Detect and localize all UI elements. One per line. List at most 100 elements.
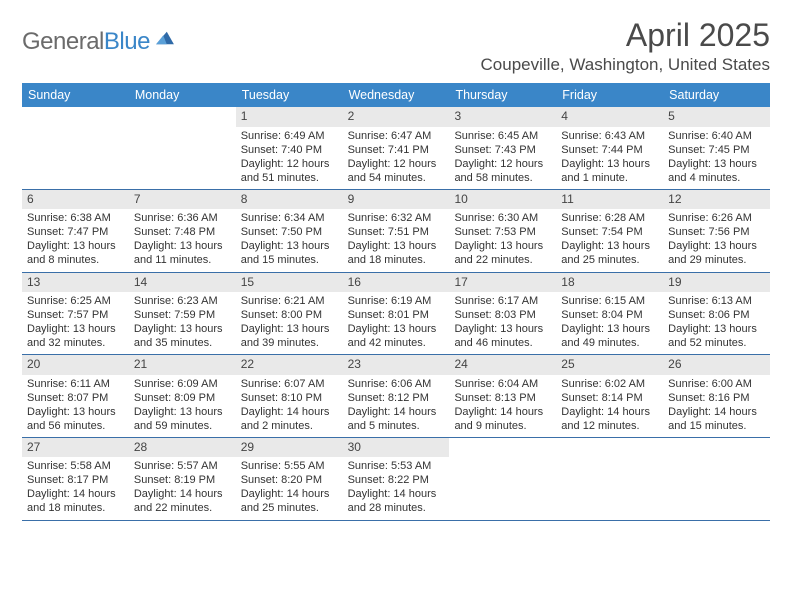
daylight-line: Daylight: 14 hours and 15 minutes.: [668, 405, 765, 433]
day-cell: 8Sunrise: 6:34 AMSunset: 7:50 PMDaylight…: [236, 190, 343, 272]
calendar-grid: SundayMondayTuesdayWednesdayThursdayFrid…: [22, 83, 770, 520]
day-number: 4: [556, 107, 663, 126]
sunrise-line: Sunrise: 6:25 AM: [27, 294, 124, 308]
day-cell: 26Sunrise: 6:00 AMSunset: 8:16 PMDayligh…: [663, 355, 770, 437]
sunrise-line: Sunrise: 5:58 AM: [27, 459, 124, 473]
sunrise-line: Sunrise: 6:38 AM: [27, 211, 124, 225]
weekday-header: Wednesday: [343, 83, 450, 107]
daylight-line: Daylight: 13 hours and 39 minutes.: [241, 322, 338, 350]
daylight-line: Daylight: 13 hours and 15 minutes.: [241, 239, 338, 267]
header: GeneralBlue April 2025 Coupeville, Washi…: [22, 18, 770, 75]
day-details: Sunrise: 6:17 AMSunset: 8:03 PMDaylight:…: [449, 292, 556, 354]
day-number: 27: [22, 438, 129, 457]
day-details: Sunrise: 6:19 AMSunset: 8:01 PMDaylight:…: [343, 292, 450, 354]
sunset-line: Sunset: 8:00 PM: [241, 308, 338, 322]
brand-sail-icon: [154, 30, 176, 46]
brand-part2: Blue: [104, 28, 150, 55]
day-number: 19: [663, 273, 770, 292]
day-details: Sunrise: 6:13 AMSunset: 8:06 PMDaylight:…: [663, 292, 770, 354]
daylight-line: Daylight: 14 hours and 12 minutes.: [561, 405, 658, 433]
day-cell: 9Sunrise: 6:32 AMSunset: 7:51 PMDaylight…: [343, 190, 450, 272]
daylight-line: Daylight: 13 hours and 1 minute.: [561, 157, 658, 185]
sunrise-line: Sunrise: 5:55 AM: [241, 459, 338, 473]
day-number: 16: [343, 273, 450, 292]
sunrise-line: Sunrise: 6:13 AM: [668, 294, 765, 308]
sunset-line: Sunset: 8:04 PM: [561, 308, 658, 322]
day-cell: 7Sunrise: 6:36 AMSunset: 7:48 PMDaylight…: [129, 190, 236, 272]
daylight-line: Daylight: 13 hours and 29 minutes.: [668, 239, 765, 267]
day-number: 15: [236, 273, 343, 292]
day-cell: 14Sunrise: 6:23 AMSunset: 7:59 PMDayligh…: [129, 273, 236, 355]
sunset-line: Sunset: 8:09 PM: [134, 391, 231, 405]
sunset-line: Sunset: 7:56 PM: [668, 225, 765, 239]
day-details: Sunrise: 6:09 AMSunset: 8:09 PMDaylight:…: [129, 375, 236, 437]
day-cell-empty: [449, 438, 556, 520]
week-row: 27Sunrise: 5:58 AMSunset: 8:17 PMDayligh…: [22, 438, 770, 521]
day-number: 25: [556, 355, 663, 374]
weekday-header: Monday: [129, 83, 236, 107]
sunrise-line: Sunrise: 6:32 AM: [348, 211, 445, 225]
sunset-line: Sunset: 8:12 PM: [348, 391, 445, 405]
sunset-line: Sunset: 8:01 PM: [348, 308, 445, 322]
sunrise-line: Sunrise: 6:09 AM: [134, 377, 231, 391]
sunset-line: Sunset: 8:03 PM: [454, 308, 551, 322]
sunrise-line: Sunrise: 6:02 AM: [561, 377, 658, 391]
day-number: 18: [556, 273, 663, 292]
sunrise-line: Sunrise: 6:00 AM: [668, 377, 765, 391]
day-cell: 13Sunrise: 6:25 AMSunset: 7:57 PMDayligh…: [22, 273, 129, 355]
day-details: Sunrise: 6:00 AMSunset: 8:16 PMDaylight:…: [663, 375, 770, 437]
day-cell: 4Sunrise: 6:43 AMSunset: 7:44 PMDaylight…: [556, 107, 663, 189]
sunset-line: Sunset: 7:50 PM: [241, 225, 338, 239]
daylight-line: Daylight: 13 hours and 4 minutes.: [668, 157, 765, 185]
sunrise-line: Sunrise: 6:49 AM: [241, 129, 338, 143]
sunrise-line: Sunrise: 6:43 AM: [561, 129, 658, 143]
daylight-line: Daylight: 13 hours and 49 minutes.: [561, 322, 658, 350]
week-row: 13Sunrise: 6:25 AMSunset: 7:57 PMDayligh…: [22, 273, 770, 356]
calendar-page: GeneralBlue April 2025 Coupeville, Washi…: [0, 0, 792, 539]
daylight-line: Daylight: 13 hours and 35 minutes.: [134, 322, 231, 350]
day-cell: 10Sunrise: 6:30 AMSunset: 7:53 PMDayligh…: [449, 190, 556, 272]
day-details: Sunrise: 6:25 AMSunset: 7:57 PMDaylight:…: [22, 292, 129, 354]
brand-logo: GeneralBlue: [22, 18, 176, 56]
day-details: Sunrise: 6:26 AMSunset: 7:56 PMDaylight:…: [663, 209, 770, 271]
day-cell: 24Sunrise: 6:04 AMSunset: 8:13 PMDayligh…: [449, 355, 556, 437]
sunset-line: Sunset: 7:59 PM: [134, 308, 231, 322]
sunrise-line: Sunrise: 6:17 AM: [454, 294, 551, 308]
daylight-line: Daylight: 14 hours and 18 minutes.: [27, 487, 124, 515]
sunrise-line: Sunrise: 6:28 AM: [561, 211, 658, 225]
daylight-line: Daylight: 13 hours and 42 minutes.: [348, 322, 445, 350]
day-cell: 17Sunrise: 6:17 AMSunset: 8:03 PMDayligh…: [449, 273, 556, 355]
day-details: Sunrise: 6:45 AMSunset: 7:43 PMDaylight:…: [449, 127, 556, 189]
daylight-line: Daylight: 13 hours and 18 minutes.: [348, 239, 445, 267]
day-details: Sunrise: 6:07 AMSunset: 8:10 PMDaylight:…: [236, 375, 343, 437]
day-cell: 21Sunrise: 6:09 AMSunset: 8:09 PMDayligh…: [129, 355, 236, 437]
month-title: April 2025: [481, 18, 770, 53]
daylight-line: Daylight: 14 hours and 22 minutes.: [134, 487, 231, 515]
day-cell-empty: [129, 107, 236, 189]
sunrise-line: Sunrise: 6:30 AM: [454, 211, 551, 225]
weekday-header: Sunday: [22, 83, 129, 107]
day-number: 26: [663, 355, 770, 374]
week-row: 1Sunrise: 6:49 AMSunset: 7:40 PMDaylight…: [22, 107, 770, 190]
sunrise-line: Sunrise: 6:47 AM: [348, 129, 445, 143]
day-details: Sunrise: 6:43 AMSunset: 7:44 PMDaylight:…: [556, 127, 663, 189]
day-details: Sunrise: 6:06 AMSunset: 8:12 PMDaylight:…: [343, 375, 450, 437]
day-details: Sunrise: 5:57 AMSunset: 8:19 PMDaylight:…: [129, 457, 236, 519]
day-number: 10: [449, 190, 556, 209]
daylight-line: Daylight: 12 hours and 54 minutes.: [348, 157, 445, 185]
day-details: Sunrise: 6:28 AMSunset: 7:54 PMDaylight:…: [556, 209, 663, 271]
daylight-line: Daylight: 12 hours and 58 minutes.: [454, 157, 551, 185]
day-cell: 28Sunrise: 5:57 AMSunset: 8:19 PMDayligh…: [129, 438, 236, 520]
daylight-line: Daylight: 13 hours and 32 minutes.: [27, 322, 124, 350]
day-number: 3: [449, 107, 556, 126]
day-cell: 1Sunrise: 6:49 AMSunset: 7:40 PMDaylight…: [236, 107, 343, 189]
day-cell: 6Sunrise: 6:38 AMSunset: 7:47 PMDaylight…: [22, 190, 129, 272]
day-number: 23: [343, 355, 450, 374]
daylight-line: Daylight: 13 hours and 11 minutes.: [134, 239, 231, 267]
day-number: 8: [236, 190, 343, 209]
day-details: Sunrise: 5:53 AMSunset: 8:22 PMDaylight:…: [343, 457, 450, 519]
sunset-line: Sunset: 7:54 PM: [561, 225, 658, 239]
day-cell: 30Sunrise: 5:53 AMSunset: 8:22 PMDayligh…: [343, 438, 450, 520]
sunrise-line: Sunrise: 5:53 AM: [348, 459, 445, 473]
day-number: 13: [22, 273, 129, 292]
